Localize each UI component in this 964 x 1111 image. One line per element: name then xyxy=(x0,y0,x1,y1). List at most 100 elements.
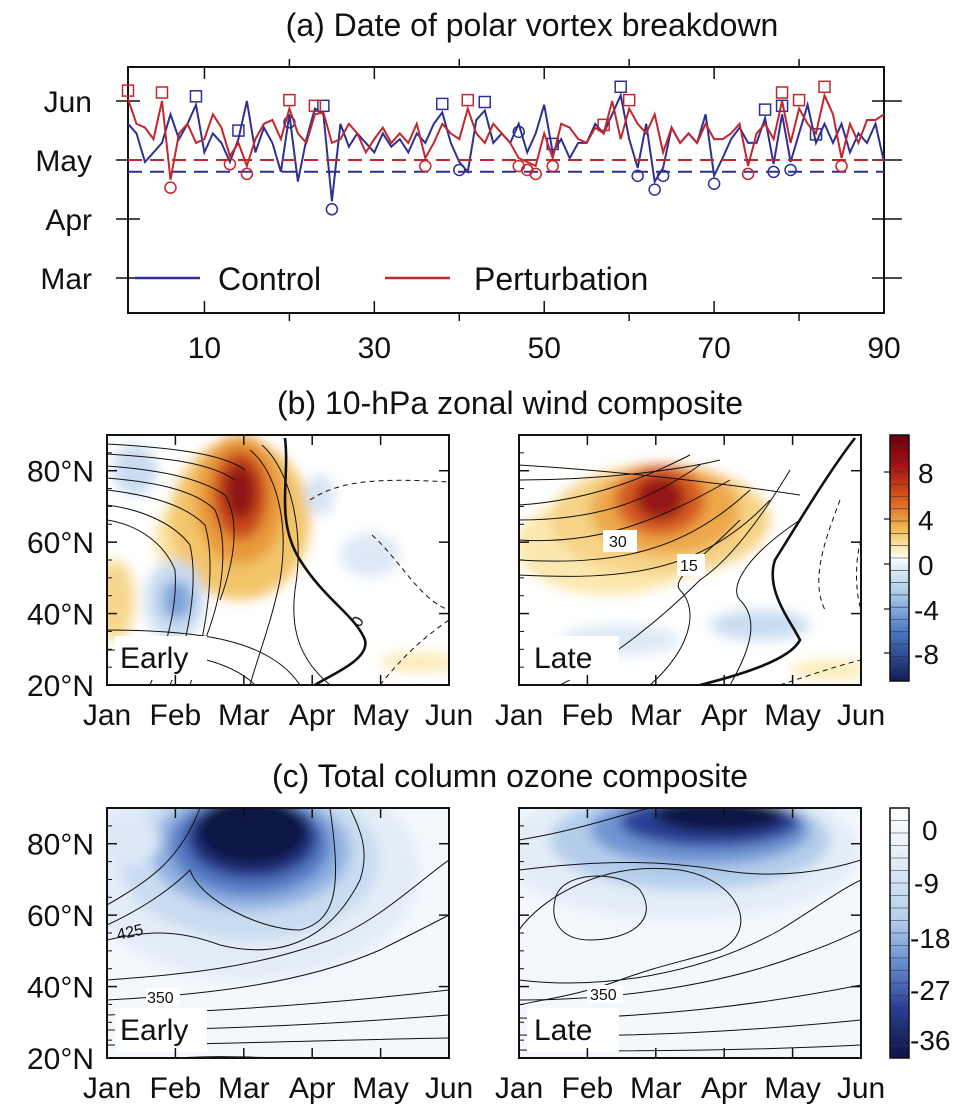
lat-tick-label: 40°N xyxy=(27,972,94,1005)
contour-label-15: 15 xyxy=(680,558,698,575)
month-tick-label: Jan xyxy=(83,1072,131,1105)
a-marker-circle xyxy=(546,159,559,173)
a-marker-square xyxy=(461,93,475,107)
panel-b-late-label: Late xyxy=(534,642,592,675)
lat-tick-label: 20°N xyxy=(27,670,94,703)
a-ytick-label: Mar xyxy=(40,263,92,296)
a-marker-square xyxy=(775,99,789,113)
a-marker-circle xyxy=(453,163,466,177)
a-xtick-label: 70 xyxy=(697,332,730,365)
month-tick-label: Apr xyxy=(289,699,336,732)
lat-tick-label: 60°N xyxy=(27,527,94,560)
month-tick-label: Jan xyxy=(83,699,131,732)
contour-label-350-left: 350 xyxy=(147,990,174,1007)
a-xtick-label: 50 xyxy=(528,332,561,365)
month-tick-label: May xyxy=(764,1072,821,1105)
month-tick-label: Apr xyxy=(701,699,748,732)
panel-c-cb-tick-27: -27 xyxy=(910,975,950,1006)
a-marker-circle xyxy=(512,125,525,139)
a-marker-square xyxy=(622,93,636,107)
month-tick-label: Jun xyxy=(837,1072,885,1105)
panel-b-late-label-box xyxy=(527,636,619,680)
month-tick-label: Jun xyxy=(837,699,885,732)
month-tick-label: Feb xyxy=(562,699,614,732)
a-marker-square xyxy=(121,84,135,97)
a-xtick-label: 30 xyxy=(358,332,391,365)
a-marker-circle xyxy=(784,163,797,177)
month-tick-label: Jun xyxy=(425,1072,473,1105)
a-xtick-label: 10 xyxy=(188,332,221,365)
contour-label-15-box xyxy=(677,554,705,576)
a-marker-circle xyxy=(419,159,432,173)
a-marker-circle xyxy=(835,159,848,173)
a-marker-circle xyxy=(707,177,721,190)
a-marker-circle xyxy=(325,203,339,216)
month-tick-label: Jan xyxy=(495,699,543,732)
a-marker-circle xyxy=(240,167,254,181)
contour-label-30: 30 xyxy=(609,534,627,551)
a-series-line-1 xyxy=(127,92,885,180)
lat-tick-label: 20°N xyxy=(27,1043,94,1076)
panel-c-cb-tick-0: 0 xyxy=(922,815,938,846)
a-ytick-label: May xyxy=(35,145,92,178)
a-marker-circle xyxy=(223,157,237,171)
panel-c-early-label: Early xyxy=(120,1014,188,1047)
panel-b-colorbar-bands xyxy=(884,446,909,670)
a-marker-square xyxy=(597,118,610,132)
a-marker-circle xyxy=(656,169,670,183)
month-tick-label: Apr xyxy=(701,1072,748,1105)
a-marker-square xyxy=(758,103,772,116)
panel-c-title: (c) Total column ozone composite xyxy=(272,758,748,794)
a-marker-square xyxy=(308,99,322,113)
month-tick-label: Mar xyxy=(218,699,270,732)
month-tick-label: Feb xyxy=(150,1072,202,1105)
panel-b-cb-tick-0: 0 xyxy=(918,550,934,581)
panel-a-frame xyxy=(127,66,885,314)
lat-tick-label: 60°N xyxy=(27,900,94,933)
contour-label-350-right-box xyxy=(587,985,623,1003)
month-tick-label: May xyxy=(764,699,821,732)
contour-label-zero: 0 xyxy=(349,614,368,630)
a-marker-square xyxy=(189,90,203,103)
a-marker-square xyxy=(317,99,330,113)
panel-c-early-label-box xyxy=(115,1008,207,1052)
a-ytick-label: Jun xyxy=(44,86,92,119)
a-marker-circle xyxy=(529,167,542,181)
lat-tick-label: 80°N xyxy=(27,456,94,489)
a-marker-square xyxy=(775,86,789,99)
contour-label-425: 425 xyxy=(115,922,145,944)
lat-tick-label: 80°N xyxy=(27,829,94,862)
panel-b-cb-tick-8: 8 xyxy=(918,458,934,489)
legend-label-control: Control xyxy=(218,261,321,297)
a-marker-circle xyxy=(741,167,755,181)
panel-b-early-label: Early xyxy=(120,642,188,675)
a-ytick-label: Apr xyxy=(45,204,92,237)
month-tick-label: Feb xyxy=(150,699,202,732)
a-marker-square xyxy=(614,80,627,94)
month-tick-label: Apr xyxy=(289,1072,336,1105)
month-tick-label: Feb xyxy=(562,1072,614,1105)
month-tick-label: May xyxy=(352,1072,409,1105)
a-marker-square xyxy=(818,80,831,94)
a-marker-square xyxy=(478,95,492,109)
contour-label-350-right: 350 xyxy=(590,987,617,1004)
panel-b-title: (b) 10-hPa zonal wind composite xyxy=(277,385,743,421)
month-tick-label: Jan xyxy=(495,1072,543,1105)
month-tick-label: Mar xyxy=(630,1072,682,1105)
a-marker-square xyxy=(232,124,245,137)
a-marker-square xyxy=(792,93,806,107)
a-marker-circle xyxy=(164,181,177,194)
panel-b-cb-tick-4: 4 xyxy=(918,505,934,536)
panel-c-cb-tick-18: -18 xyxy=(910,923,950,954)
panel-a-title: (a) Date of polar vortex breakdown xyxy=(286,7,779,43)
panel-c-late-label: Late xyxy=(534,1014,592,1047)
panel-b-early-field: 0 xyxy=(107,435,449,685)
month-tick-label: Mar xyxy=(218,1072,270,1105)
a-marker-square xyxy=(155,86,169,99)
panel-a-ticks: 10 30 50 70 90 Mar Apr May Jun xyxy=(35,59,902,365)
panel-a-series xyxy=(121,80,885,216)
contour-label-30-box xyxy=(603,530,637,552)
panel-c-cb-tick-36: -36 xyxy=(910,1025,950,1056)
